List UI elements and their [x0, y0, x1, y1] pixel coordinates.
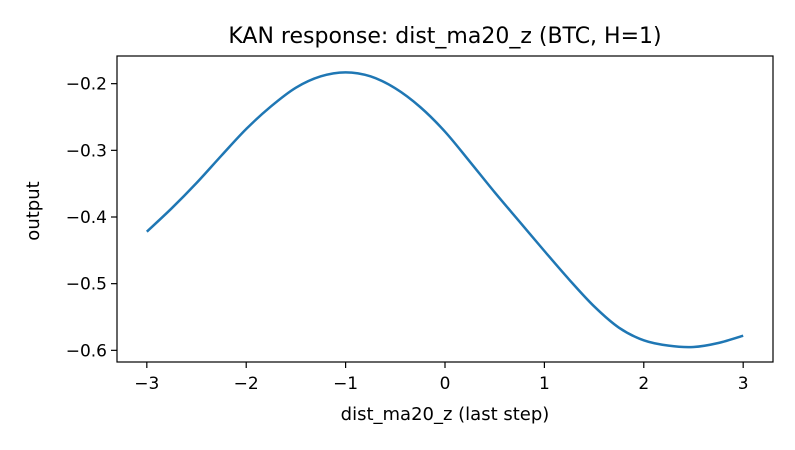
x-tick-label: −1 [333, 374, 358, 394]
x-tick-label: 3 [738, 374, 749, 394]
chart-title: KAN response: dist_ma20_z (BTC, H=1) [228, 24, 661, 49]
x-tick-label: −3 [134, 374, 159, 394]
x-tick-label: −2 [234, 374, 259, 394]
x-axis-label: dist_ma20_z (last step) [341, 404, 550, 425]
y-tick-label: −0.2 [66, 75, 107, 95]
ticks-layer: −3 −2 −1 0 1 2 3 −0.2 −0.3 −0.4 −0.5 −0.6 [66, 75, 749, 394]
y-tick-label: −0.3 [66, 141, 107, 161]
y-tick-label: −0.5 [66, 275, 107, 295]
y-tick-label: −0.4 [66, 208, 107, 228]
y-axis-label: output [23, 181, 44, 240]
x-tick-label: 0 [440, 374, 451, 394]
y-tick-label: −0.6 [66, 341, 107, 361]
x-tick-label: 1 [539, 374, 550, 394]
plot-frame [116, 55, 774, 363]
series-line [145, 71, 744, 349]
x-tick-label: 2 [638, 374, 649, 394]
series-layer [145, 71, 744, 349]
